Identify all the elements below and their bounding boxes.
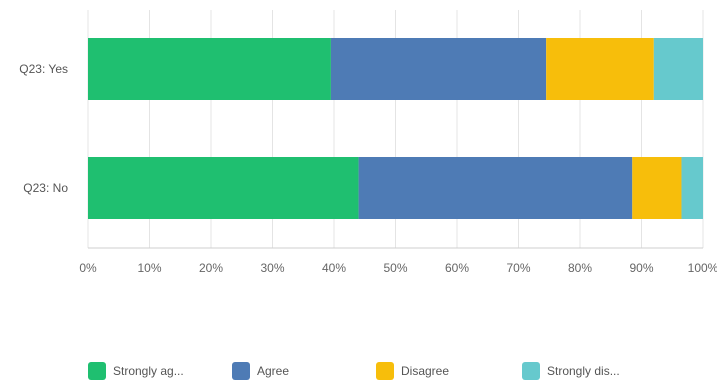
bar-segment[interactable]: [653, 38, 703, 100]
x-tick-label: 40%: [322, 261, 346, 275]
x-tick-label: 100%: [688, 261, 717, 275]
x-tick-label: 30%: [260, 261, 284, 275]
bar-segment[interactable]: [546, 38, 654, 100]
legend-label: Strongly ag...: [113, 364, 184, 378]
category-labels: Q23: Yes Q23: No: [19, 62, 68, 195]
legend-label: Agree: [257, 364, 290, 378]
chart: Q23: Yes Q23: No 0% 10% 20% 30% 40% 50% 60% 70% 8…: [19, 10, 717, 275]
bar-segment[interactable]: [330, 38, 547, 100]
x-tick-labels: 0% 10% 20% 30% 40% 50% 60% 70% 80% 90% 100%: [79, 261, 717, 275]
bar-segment[interactable]: [88, 157, 359, 219]
bar-segment[interactable]: [681, 157, 703, 219]
legend-item[interactable]: Agree: [232, 362, 289, 380]
legend-item[interactable]: Strongly ag...: [88, 362, 184, 380]
x-tick-label: 80%: [568, 261, 592, 275]
x-tick-label: 0%: [79, 261, 97, 275]
category-label: Q23: No: [23, 181, 68, 195]
legend-swatch: [232, 362, 250, 380]
legend-item[interactable]: Disagree: [376, 362, 449, 380]
bar-segment[interactable]: [88, 38, 331, 100]
legend-swatch: [522, 362, 540, 380]
x-tick-label: 60%: [445, 261, 469, 275]
x-tick-label: 70%: [506, 261, 530, 275]
bar-segment[interactable]: [632, 157, 682, 219]
x-tick-label: 20%: [199, 261, 223, 275]
legend-swatch: [88, 362, 106, 380]
legend-label: Strongly dis...: [547, 364, 620, 378]
legend-swatch: [376, 362, 394, 380]
legend: Strongly ag... Agree Disagree Strongly dis.…: [0, 362, 717, 388]
x-tick-label: 10%: [137, 261, 161, 275]
bar-segment[interactable]: [358, 157, 633, 219]
bars: [88, 38, 703, 219]
x-tick-label: 50%: [383, 261, 407, 275]
legend-label: Disagree: [401, 364, 450, 378]
x-tick-label: 90%: [629, 261, 653, 275]
category-label: Q23: Yes: [19, 62, 68, 76]
legend-item[interactable]: Strongly dis...: [522, 362, 620, 380]
